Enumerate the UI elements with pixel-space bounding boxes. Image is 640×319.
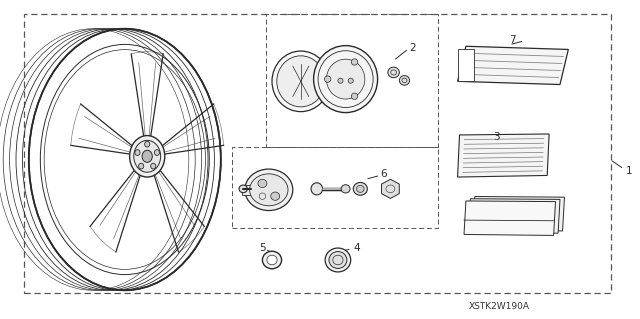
Ellipse shape	[239, 185, 248, 193]
Ellipse shape	[244, 169, 293, 211]
Text: 1: 1	[626, 166, 632, 176]
Text: XSTK2W190A: XSTK2W190A	[468, 302, 530, 311]
Ellipse shape	[262, 251, 282, 269]
Text: 2: 2	[410, 43, 416, 54]
Ellipse shape	[388, 67, 399, 78]
Ellipse shape	[134, 140, 161, 172]
Ellipse shape	[267, 255, 277, 265]
Ellipse shape	[338, 78, 343, 83]
Ellipse shape	[325, 248, 351, 272]
Ellipse shape	[154, 150, 159, 155]
Ellipse shape	[329, 251, 347, 269]
Ellipse shape	[348, 78, 353, 83]
Bar	[458, 49, 474, 81]
Ellipse shape	[326, 59, 365, 99]
Ellipse shape	[129, 136, 165, 177]
Ellipse shape	[142, 150, 152, 162]
Text: 5: 5	[259, 243, 266, 253]
Ellipse shape	[399, 76, 410, 85]
Ellipse shape	[272, 51, 330, 112]
Polygon shape	[381, 179, 399, 198]
Polygon shape	[458, 134, 549, 177]
Ellipse shape	[324, 76, 331, 82]
Ellipse shape	[351, 59, 358, 65]
Ellipse shape	[258, 179, 267, 188]
Ellipse shape	[311, 183, 323, 195]
Bar	[24, 14, 611, 293]
Ellipse shape	[150, 163, 156, 169]
Polygon shape	[464, 201, 556, 235]
Text: 6: 6	[381, 169, 387, 179]
Text: 7: 7	[509, 35, 515, 45]
Ellipse shape	[356, 185, 364, 192]
Ellipse shape	[271, 192, 280, 200]
Ellipse shape	[353, 182, 367, 195]
Text: 4: 4	[354, 243, 360, 253]
Bar	[266, 14, 438, 147]
Bar	[242, 185, 252, 195]
Ellipse shape	[276, 56, 324, 107]
Ellipse shape	[341, 185, 350, 193]
Ellipse shape	[145, 141, 150, 147]
Polygon shape	[468, 199, 560, 233]
Polygon shape	[473, 197, 564, 231]
Ellipse shape	[29, 29, 221, 290]
Text: 3: 3	[493, 131, 499, 142]
Bar	[232, 147, 438, 228]
Ellipse shape	[250, 174, 288, 206]
Ellipse shape	[314, 46, 378, 113]
Ellipse shape	[351, 93, 358, 100]
Polygon shape	[458, 46, 568, 85]
Ellipse shape	[139, 163, 144, 169]
Ellipse shape	[135, 150, 140, 155]
